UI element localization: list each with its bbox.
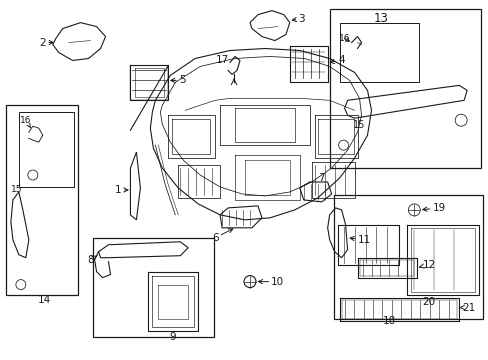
Bar [6,105,78,294]
Text: 3: 3 [292,14,305,24]
Text: 13: 13 [373,12,388,25]
Text: 8: 8 [87,255,97,265]
Text: 15: 15 [11,185,22,194]
Text: 2: 2 [40,37,53,48]
Text: 11: 11 [349,235,370,245]
Text: 14: 14 [38,294,51,305]
Text: 4: 4 [329,55,344,66]
Bar [333,195,482,319]
Bar [339,23,419,82]
Text: 21: 21 [459,302,475,312]
Text: 15: 15 [353,120,365,130]
Text: 19: 19 [422,203,445,213]
Text: 7: 7 [318,173,325,183]
Text: 10: 10 [258,276,284,287]
Text: 20: 20 [422,297,435,306]
Text: 16: 16 [338,34,349,43]
Bar [92,238,214,337]
Text: 1: 1 [115,185,128,195]
Text: 5: 5 [170,75,185,85]
Text: 12: 12 [419,260,435,270]
Text: 16: 16 [20,116,32,128]
Text: 18: 18 [382,316,395,327]
Text: 17: 17 [215,55,228,66]
Text: 6: 6 [211,229,232,243]
Text: 9: 9 [169,332,175,342]
Bar [19,112,74,187]
Bar [329,9,480,168]
